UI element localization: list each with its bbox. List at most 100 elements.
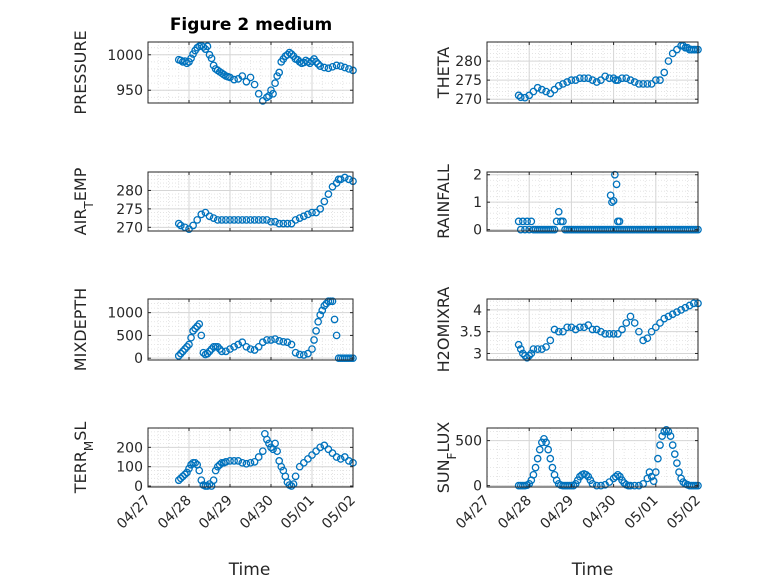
data-point xyxy=(299,458,308,467)
data-point xyxy=(658,432,666,440)
data-point xyxy=(217,216,226,224)
data-point xyxy=(271,335,279,343)
data-point xyxy=(559,217,567,226)
data-point xyxy=(569,481,578,490)
data-point xyxy=(521,93,529,102)
data-point xyxy=(559,80,567,88)
data-point xyxy=(250,458,259,466)
data-point xyxy=(639,80,647,88)
y-tick-label: 0 xyxy=(134,479,143,495)
y-tick-label: 0 xyxy=(473,479,482,495)
data-point xyxy=(550,85,559,94)
data-point xyxy=(332,331,341,340)
data-point xyxy=(516,345,525,353)
data-point xyxy=(263,216,271,224)
data-point xyxy=(183,342,191,351)
data-point xyxy=(340,173,349,182)
data-point xyxy=(660,68,669,77)
data-point xyxy=(174,476,183,485)
data-point xyxy=(673,45,681,54)
data-point xyxy=(189,327,197,335)
data-point xyxy=(230,216,238,224)
data-point xyxy=(181,470,189,479)
y-axis-label: AIRTEMP xyxy=(71,167,96,235)
data-point xyxy=(242,459,251,468)
data-point xyxy=(656,319,664,327)
data-point xyxy=(668,441,677,449)
data-point xyxy=(283,219,292,228)
data-point xyxy=(554,327,563,336)
data-point xyxy=(314,317,322,326)
data-point xyxy=(222,347,230,356)
data-point xyxy=(189,221,197,230)
data-point xyxy=(242,77,251,86)
subplot-3: 270 275 280 AIRTEMP xyxy=(71,167,357,236)
data-point xyxy=(615,217,624,226)
data-point xyxy=(584,74,593,83)
data-point xyxy=(279,337,288,346)
data-point xyxy=(626,312,635,321)
data-point xyxy=(630,78,639,86)
data-point xyxy=(575,323,584,332)
data-point xyxy=(267,217,275,226)
data-point xyxy=(588,76,597,84)
data-point xyxy=(258,447,267,456)
data-point xyxy=(287,482,296,490)
data-point xyxy=(519,217,527,226)
data-point xyxy=(275,219,284,228)
data-point xyxy=(226,216,234,224)
data-point xyxy=(258,338,267,347)
data-point xyxy=(193,322,202,331)
data-point xyxy=(670,450,679,458)
figure-title: Figure 2 medium xyxy=(170,15,332,35)
subplot-4: 0 1 2 RAINFALL xyxy=(434,164,702,239)
data-point xyxy=(199,43,208,51)
data-point xyxy=(246,216,255,224)
data-point xyxy=(238,338,247,347)
data-point xyxy=(217,347,226,356)
data-point xyxy=(597,76,605,84)
data-point xyxy=(529,87,538,96)
data-point xyxy=(548,463,557,472)
data-point xyxy=(626,76,635,84)
data-point xyxy=(597,327,605,336)
data-point xyxy=(647,472,656,481)
data-point xyxy=(654,454,662,463)
data-point xyxy=(316,443,325,452)
data-point xyxy=(328,62,337,71)
data-point xyxy=(514,91,523,100)
axes-box xyxy=(486,427,699,488)
data-point xyxy=(226,73,234,82)
data-point xyxy=(542,87,550,96)
data-point xyxy=(213,462,222,471)
data-point xyxy=(222,458,230,466)
data-point xyxy=(179,472,187,481)
y-tick-label: 1000 xyxy=(107,48,143,64)
y-tick-label: 275 xyxy=(455,73,482,89)
data-point xyxy=(295,462,304,471)
data-point xyxy=(567,323,576,332)
data-point xyxy=(308,57,316,66)
data-point xyxy=(345,175,353,184)
axes-box xyxy=(147,298,354,361)
data-point xyxy=(316,62,325,70)
data-point xyxy=(320,63,329,72)
data-point xyxy=(527,217,536,226)
data-point xyxy=(630,319,639,327)
data-point xyxy=(584,321,593,329)
data-point xyxy=(550,225,559,234)
data-point xyxy=(635,327,643,336)
data-point xyxy=(592,481,601,490)
data-point xyxy=(203,482,212,490)
data-point xyxy=(332,61,341,70)
data-point xyxy=(613,76,622,84)
data-point xyxy=(230,457,238,465)
data-point xyxy=(643,80,652,88)
data-point xyxy=(176,349,185,358)
data-point xyxy=(336,175,345,184)
data-point xyxy=(193,216,202,224)
data-point xyxy=(514,217,523,226)
data-point xyxy=(538,85,546,94)
data-point xyxy=(179,347,187,356)
